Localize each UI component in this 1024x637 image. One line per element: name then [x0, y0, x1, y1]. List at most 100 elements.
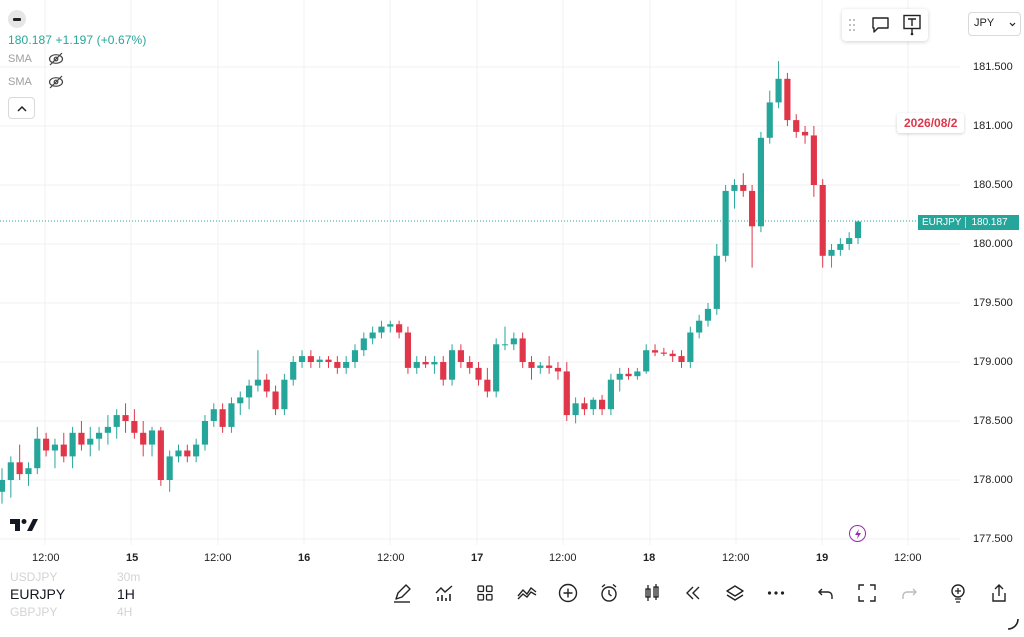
time-axis-label: 12:00 — [894, 552, 922, 564]
candle-body — [616, 373, 623, 380]
candle-body — [740, 185, 747, 191]
candle-body — [316, 359, 323, 362]
time-axis-label: 15 — [126, 552, 139, 564]
rewind-icon[interactable] — [682, 582, 704, 604]
candle-body — [325, 359, 332, 362]
badge-symbol: EURJPY — [922, 217, 962, 228]
candle-body — [298, 356, 306, 362]
fullscreen-icon[interactable] — [856, 582, 878, 604]
candle-body — [431, 362, 438, 365]
collapse-legend-button[interactable] — [8, 97, 35, 119]
candle-body — [775, 78, 782, 103]
add-circle-icon[interactable] — [557, 582, 579, 604]
indicator-row-sma-1[interactable]: SMA — [8, 52, 64, 66]
pen-icon[interactable] — [391, 582, 413, 604]
candle-body — [43, 438, 50, 451]
candle-body — [113, 415, 120, 427]
more-icon[interactable] — [765, 582, 787, 604]
interval-current[interactable]: 1H — [117, 586, 135, 602]
candle-body — [369, 332, 376, 339]
symbol-prev[interactable]: USDJPY — [10, 570, 58, 584]
eye-off-icon[interactable] — [48, 52, 64, 66]
candle-body — [519, 338, 526, 362]
alarm-icon[interactable] — [598, 582, 620, 604]
grid-icon[interactable] — [474, 582, 496, 604]
price-axis-label: 179.500 — [973, 297, 1013, 309]
candles-series — [0, 61, 862, 504]
indicators-icon[interactable] — [433, 582, 455, 604]
candle-body — [51, 444, 59, 451]
candle-body — [237, 397, 244, 404]
candle-body — [184, 450, 191, 457]
candle-body — [272, 391, 279, 410]
indicator-row-sma-2[interactable]: SMA — [8, 75, 64, 89]
candle-body — [131, 421, 138, 433]
candle-body — [396, 324, 403, 333]
lightning-icon[interactable] — [849, 525, 866, 542]
legend-collapse-button[interactable] — [8, 10, 26, 28]
interval-next[interactable]: 4H — [117, 605, 133, 619]
text-tool-icon[interactable] — [902, 14, 922, 36]
candle-body — [254, 379, 262, 386]
time-axis-label: 12:00 — [722, 552, 750, 564]
candle-body — [651, 350, 659, 353]
candle-body — [704, 308, 712, 321]
candle-body — [828, 249, 835, 256]
minus-icon — [13, 17, 21, 21]
candle-body — [440, 362, 447, 380]
redo-icon[interactable] — [898, 582, 920, 604]
compare-icon[interactable] — [516, 582, 538, 604]
time-axis-label: 16 — [298, 552, 311, 564]
candle-body — [678, 356, 685, 362]
badge-price: 180.187 — [965, 217, 1011, 228]
candle-body — [360, 338, 367, 351]
time-axis-label: 12:00 — [377, 552, 405, 564]
candle-body — [281, 379, 288, 410]
tradingview-logo-icon[interactable] — [10, 518, 38, 532]
interval-prev[interactable]: 30m — [117, 570, 141, 584]
candle-body — [7, 462, 14, 480]
symbol-next[interactable]: GBPJPY — [10, 605, 58, 619]
candle-body — [837, 244, 844, 250]
candle-body — [634, 371, 641, 377]
price-axis-label: 180.000 — [973, 238, 1013, 250]
price-change: +1.197 — [55, 33, 94, 47]
candle-body — [404, 332, 412, 368]
candle-body — [378, 326, 385, 333]
candles-icon[interactable] — [641, 582, 663, 604]
candle-body — [413, 362, 420, 368]
candle-body — [563, 371, 570, 416]
idea-bulb-icon[interactable] — [947, 582, 969, 604]
candle-body — [784, 78, 791, 121]
eye-off-icon[interactable] — [48, 75, 64, 89]
candle-body — [607, 379, 614, 410]
candle-body — [801, 131, 809, 136]
share-icon[interactable] — [988, 582, 1010, 604]
resize-corner-icon[interactable] — [1006, 617, 1020, 631]
candle-body — [546, 365, 553, 368]
layers-icon[interactable] — [724, 582, 746, 604]
comment-icon[interactable] — [871, 16, 890, 34]
price-axis-label: 178.000 — [973, 474, 1013, 486]
price-change-pct: (+0.67%) — [96, 33, 147, 47]
candle-body — [528, 362, 535, 368]
candle-body — [854, 221, 862, 239]
undo-icon[interactable] — [815, 582, 837, 604]
candle-body — [713, 255, 720, 309]
symbol-current[interactable]: EURJPY — [10, 586, 66, 602]
time-axis-label: 18 — [643, 552, 656, 564]
price-chart[interactable] — [0, 0, 1024, 568]
candle-body — [572, 403, 579, 416]
drag-handle-icon[interactable] — [848, 18, 856, 32]
candle-body — [210, 409, 217, 421]
candle-body — [78, 432, 85, 445]
candle-body — [687, 332, 694, 362]
currency-select[interactable]: JPY — [968, 12, 1021, 36]
candle-body — [60, 444, 67, 457]
candle-body — [351, 350, 359, 362]
indicator-label: SMA — [8, 53, 32, 65]
candle-body — [307, 356, 314, 362]
candle-body — [722, 190, 729, 256]
price-axis-label: 177.500 — [973, 533, 1013, 545]
candle-body — [846, 238, 853, 244]
